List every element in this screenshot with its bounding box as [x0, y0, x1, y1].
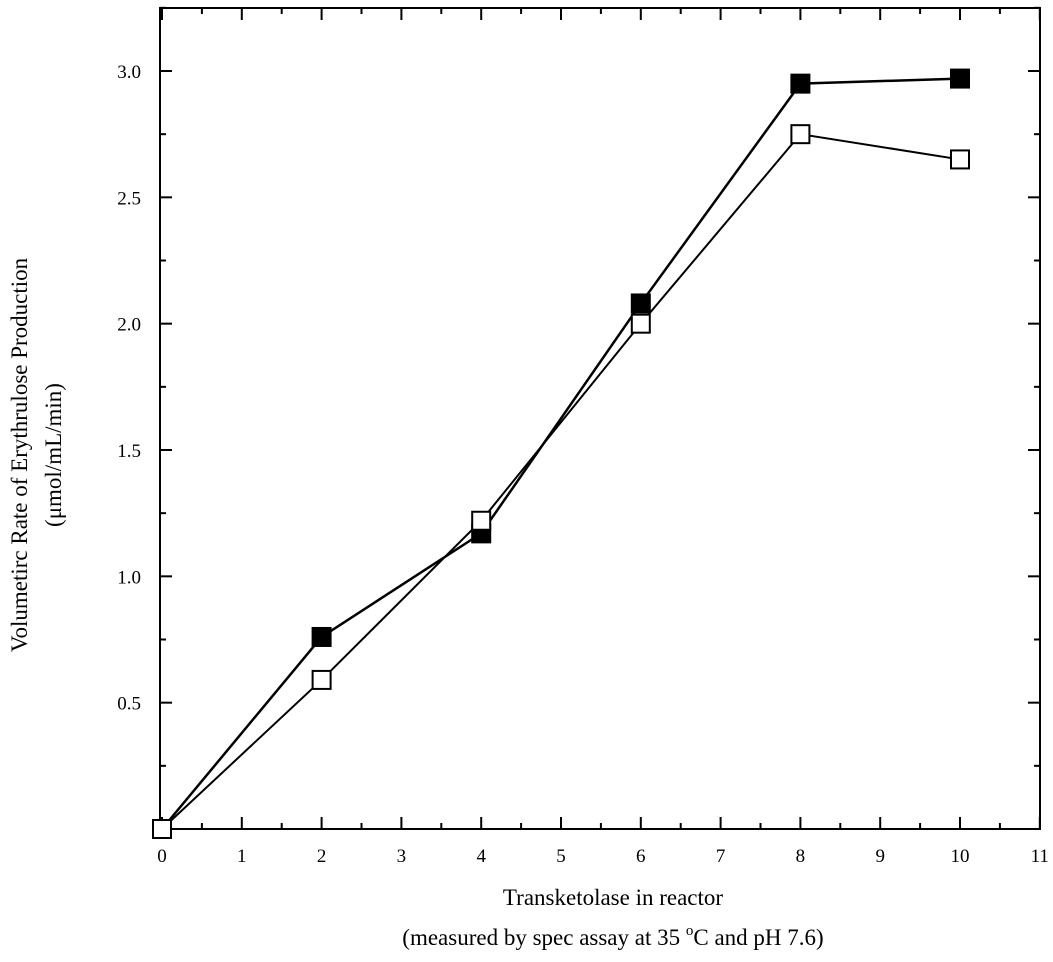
x-tick-label: 3	[397, 846, 407, 867]
filled-square-marker	[311, 626, 332, 647]
open-square-marker	[630, 313, 651, 334]
x-tick-label: 4	[476, 846, 486, 867]
y-tick-label: 2.0	[117, 315, 141, 336]
ticks	[160, 6, 1041, 829]
x-axis-subtitle: (measured by spec assay at 35 oC and pH …	[402, 923, 823, 950]
series-line	[161, 77, 961, 830]
x-tick-label: 5	[556, 846, 566, 867]
filled-square-marker	[950, 68, 970, 89]
x-tick-label: 10	[951, 846, 970, 867]
open-square-marker	[950, 149, 970, 170]
y-tick-label: 2.5	[117, 188, 141, 209]
y-tick-label: 1.0	[117, 567, 141, 588]
x-tick-label: 7	[716, 846, 726, 867]
tick-labels: 0 1 2 3 4 5 6 7 8 9 10 11 0.5 1.0 1.5 2.0 2.5 3.0	[117, 62, 1049, 867]
y-tick-label: 3.0	[117, 62, 141, 83]
series-lines	[161, 77, 961, 830]
x-tick-label: 11	[1031, 846, 1049, 867]
x-tick-label: 0	[157, 846, 167, 867]
series-line	[161, 133, 961, 830]
y-axis-title: Volumetirc Rate of Erythrulose Productio…	[7, 257, 32, 652]
open-square-marker	[790, 124, 811, 145]
plot-frame	[159, 7, 1041, 830]
open-square-marker	[471, 510, 492, 531]
x-axis-title: Transketolase in reactor	[503, 885, 723, 910]
x-tick-label: 8	[796, 846, 806, 867]
y-axis-unit: (μmol/mL/min)	[41, 383, 66, 527]
filled-square-marker	[790, 73, 811, 94]
x-tick-label: 6	[636, 846, 646, 867]
x-tick-label: 2	[317, 846, 327, 867]
open-square-marker	[152, 819, 172, 839]
filled-square-marker	[630, 293, 651, 314]
series-markers	[152, 68, 970, 839]
x-tick-label: 1	[237, 846, 247, 867]
y-tick-label: 0.5	[117, 694, 141, 715]
y-tick-label: 1.5	[117, 441, 141, 462]
open-square-marker	[311, 669, 332, 690]
x-tick-label: 9	[875, 846, 885, 867]
